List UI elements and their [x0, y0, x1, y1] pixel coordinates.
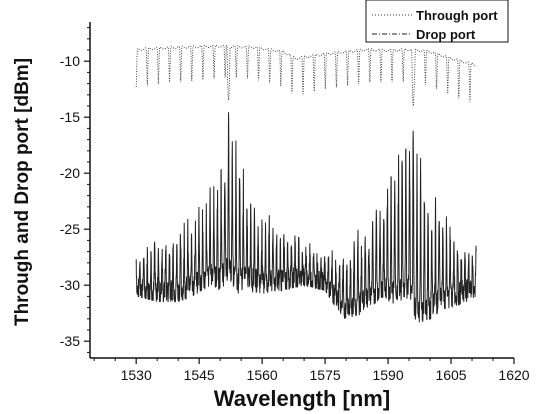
x-tick-label: 1620: [498, 367, 529, 383]
y-tick-label: -15: [60, 109, 80, 125]
legend-box: [365, 0, 509, 43]
x-tick-label: 1530: [121, 367, 152, 383]
x-tick-label: 1545: [184, 367, 215, 383]
series-layer: [135, 44, 477, 323]
x-tick-label: 1590: [372, 367, 403, 383]
y-axis-ticks: -35 -30 -25 -20 -15 -10: [60, 27, 90, 353]
y-tick-label: -35: [60, 333, 80, 349]
y-tick-label: -20: [60, 165, 80, 181]
through-port-line: [135, 44, 477, 107]
legend: Through port Drop port: [365, 0, 509, 43]
x-tick-label: 1605: [435, 367, 466, 383]
y-tick-label: -10: [60, 53, 80, 69]
x-axis-title: Wavelength [nm]: [214, 386, 390, 411]
x-axis-ticks: 1530 1545 1560 1575 1590 1605 1620: [93, 358, 530, 383]
y-axis-title: Through and Drop port [dBm]: [12, 58, 33, 326]
legend-label-through: Through port: [416, 8, 498, 23]
y-tick-label: -25: [60, 221, 80, 237]
plot-frame: [89, 22, 514, 359]
x-tick-label: 1560: [247, 367, 278, 383]
x-tick-label: 1575: [310, 367, 341, 383]
legend-label-drop: Drop port: [416, 27, 476, 42]
drop-port-line: [135, 112, 477, 323]
y-tick-label: -30: [60, 277, 80, 293]
